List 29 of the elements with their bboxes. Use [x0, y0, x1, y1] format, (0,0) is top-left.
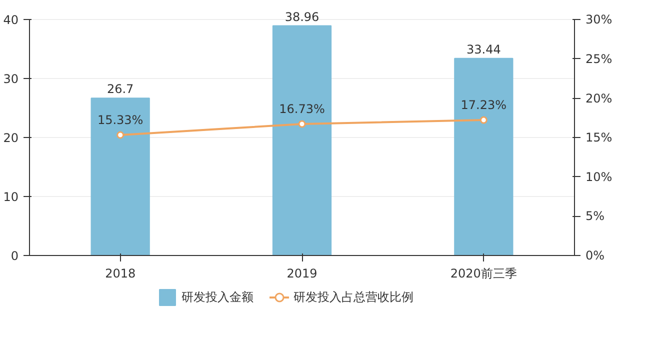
y2-tick-label: 5% [586, 209, 605, 224]
y2-tick-label: 10% [586, 170, 612, 184]
point [298, 120, 306, 128]
legend-label: 研发投入金额 [182, 288, 254, 306]
data-label: 26.7 [106, 82, 134, 96]
point [116, 131, 124, 139]
y2-tick-label: 15% [586, 130, 612, 145]
bar [272, 25, 332, 256]
y-tick-label: 20 [3, 131, 19, 146]
y2-tick-label: 0% [586, 248, 605, 262]
bar [90, 98, 150, 256]
x-tick-label: 2020前三季 [450, 266, 517, 280]
x-tick-label: 2019 [286, 266, 318, 280]
y-tick-label: 30 [3, 72, 19, 86]
data-label: 33.44 [466, 42, 501, 56]
data-label: 16.73% [279, 102, 325, 116]
legend-label: 研发投入占总营收比例 [294, 288, 414, 306]
y-tick-label: 40 [3, 13, 19, 28]
y-tick-label: 10 [3, 190, 19, 204]
y2-tick-label: 25% [586, 52, 612, 66]
y-tick-label: 0 [10, 249, 19, 263]
y2-tick-label: 20% [586, 91, 612, 106]
data-label: 38.96 [284, 10, 320, 24]
data-label: 15.33% [97, 112, 144, 127]
bar [454, 58, 514, 256]
data-label: 17.23% [460, 98, 507, 112]
y2-tick-label: 30% [586, 12, 612, 27]
point [480, 116, 488, 124]
x-tick-label: 2018 [105, 266, 136, 280]
